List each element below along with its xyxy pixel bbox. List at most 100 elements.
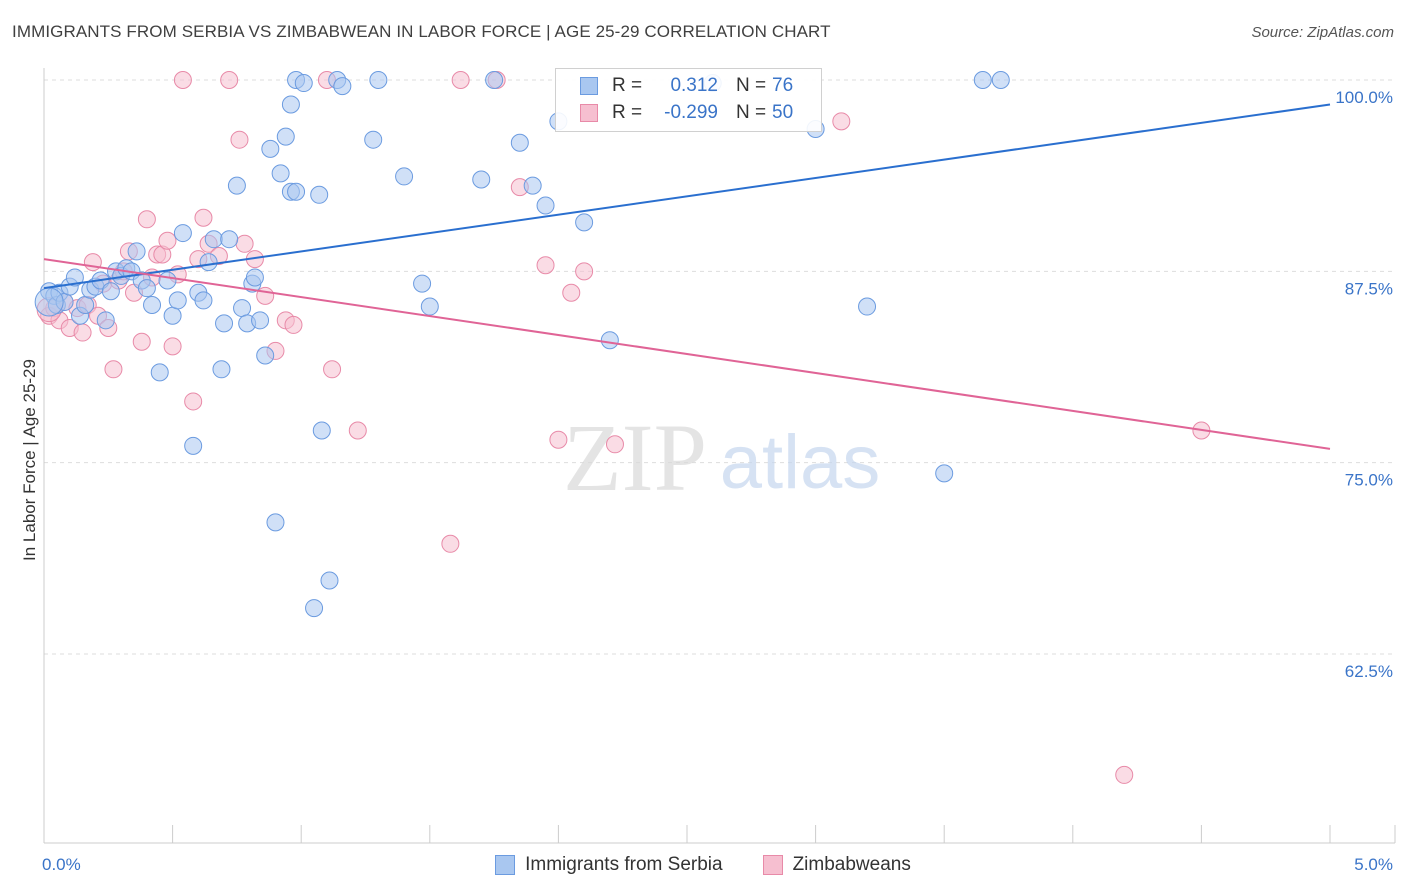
zimbabwe-swatch [580, 104, 598, 122]
legend-item-zimbabwe[interactable]: Zimbabweans [762, 854, 911, 876]
r-label: R = [612, 102, 643, 123]
data-point [1115, 765, 1134, 784]
n-label: N = [736, 102, 767, 123]
data-point [150, 363, 169, 382]
data-point [523, 176, 542, 195]
data-point [173, 224, 192, 243]
data-point [104, 360, 123, 379]
data-point [230, 130, 249, 149]
data-point [251, 311, 270, 330]
data-point [194, 291, 213, 310]
n-label: N = [736, 75, 767, 96]
y-tick-label: 62.5% [1345, 662, 1393, 681]
data-point [575, 262, 594, 281]
data-point [194, 208, 213, 227]
data-point [127, 242, 146, 261]
data-point [184, 392, 203, 411]
data-point [261, 139, 280, 158]
data-point-cluster [34, 287, 64, 317]
n-value: 50 [772, 102, 794, 123]
data-point [137, 210, 156, 229]
data-point [184, 436, 203, 455]
data-point [858, 297, 877, 316]
x-tick-label: 5.0% [1354, 855, 1393, 874]
data-point [991, 71, 1010, 89]
data-point [220, 230, 239, 249]
data-point [235, 234, 254, 253]
data-point [158, 271, 177, 290]
data-point [163, 337, 182, 356]
data-point [605, 435, 624, 454]
legend-row-serbia: R = 0.312 N = 76 [580, 74, 793, 98]
data-point [305, 599, 324, 618]
stats-legend: R = 0.312 N = 76 R = -0.299 N = 50 [555, 68, 822, 132]
y-tick-label: 87.5% [1345, 279, 1393, 298]
x-tick-label: 0.0% [42, 855, 81, 874]
data-point [294, 74, 313, 93]
data-point [973, 71, 992, 89]
data-point [369, 71, 388, 89]
data-point [271, 164, 290, 183]
data-point [73, 323, 92, 342]
zimbabwe-trend-line [43, 258, 1331, 450]
serbia-legend-swatch [495, 855, 516, 875]
data-point [276, 127, 295, 146]
r-label: R = [612, 75, 643, 96]
data-point [348, 421, 367, 440]
legend-row-zimbabwe: R = -0.299 N = 50 [580, 101, 793, 125]
zimbabwe-legend-label: Zimbabweans [792, 854, 911, 875]
data-point [562, 283, 581, 302]
data-point [395, 167, 414, 186]
axes [43, 68, 1396, 844]
gridlines [44, 79, 1395, 655]
data-point [575, 213, 594, 232]
data-point [158, 231, 177, 250]
data-point [245, 268, 264, 287]
y-axis-label: In Labor Force | Age 25-29 [20, 359, 39, 561]
source-credit: Source: ZipAtlas.com [1251, 24, 1394, 41]
series-legend: Immigrants from Serbia Zimbabweans [0, 852, 1406, 878]
serbia-swatch [580, 77, 598, 95]
data-point [199, 253, 218, 272]
data-point [266, 513, 285, 532]
data-point [320, 571, 339, 590]
chart-title: IMMIGRANTS FROM SERBIA VS ZIMBABWEAN IN … [12, 22, 831, 41]
data-point [212, 360, 231, 379]
data-point [284, 315, 303, 334]
data-point [536, 256, 555, 275]
n-value: 76 [772, 75, 794, 96]
data-point [510, 133, 529, 152]
data-point [323, 360, 342, 379]
data-point [168, 291, 187, 310]
data-point [287, 182, 306, 201]
data-point [132, 332, 151, 351]
data-point [420, 297, 439, 316]
y-tick-label: 100.0% [1335, 88, 1393, 107]
data-point [163, 306, 182, 325]
data-point [143, 296, 162, 315]
data-point [413, 274, 432, 293]
data-point [472, 170, 491, 189]
y-tick-label: 75.0% [1345, 471, 1393, 490]
data-point [173, 71, 192, 89]
data-point [832, 112, 851, 131]
data-point [451, 71, 470, 89]
data-point [233, 299, 252, 318]
data-point [549, 430, 568, 449]
data-point [935, 464, 954, 483]
data-point [227, 176, 246, 195]
r-value: -0.299 [664, 102, 718, 123]
watermark-zip: ZIP [563, 404, 707, 511]
data-point [364, 130, 383, 149]
data-point [220, 71, 239, 89]
trend-lines [43, 103, 1331, 450]
serbia-legend-label: Immigrants from Serbia [525, 854, 723, 875]
r-value: 0.312 [670, 75, 718, 96]
data-point [281, 95, 300, 114]
legend-item-serbia[interactable]: Immigrants from Serbia [495, 854, 723, 876]
data-point [65, 268, 84, 287]
tick-labels: 62.5% 75.0% 87.5% 100.0% 0.0% 5.0% [42, 88, 1393, 874]
data-point [485, 71, 504, 89]
data-point [76, 296, 95, 315]
